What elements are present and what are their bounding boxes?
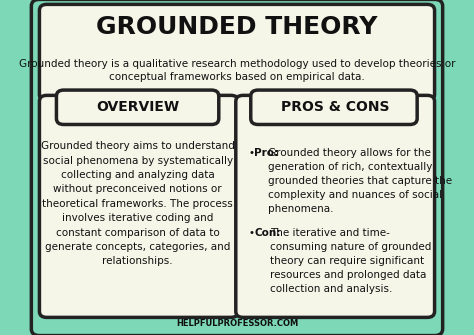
FancyBboxPatch shape bbox=[39, 4, 435, 100]
FancyBboxPatch shape bbox=[31, 0, 443, 335]
Text: The iterative and time-
consuming nature of grounded
theory can require signific: The iterative and time- consuming nature… bbox=[270, 228, 431, 294]
Text: PROS & CONS: PROS & CONS bbox=[281, 100, 389, 114]
FancyBboxPatch shape bbox=[56, 90, 219, 125]
Text: OVERVIEW: OVERVIEW bbox=[96, 100, 179, 114]
Text: •: • bbox=[248, 148, 255, 158]
Text: HELPFULPROFESSOR.COM: HELPFULPROFESSOR.COM bbox=[176, 319, 298, 328]
Text: Con:: Con: bbox=[255, 228, 281, 238]
Text: •: • bbox=[248, 228, 255, 238]
Text: Grounded theory is a qualitative research methodology used to develop theories o: Grounded theory is a qualitative researc… bbox=[19, 59, 455, 82]
FancyBboxPatch shape bbox=[236, 95, 435, 317]
FancyBboxPatch shape bbox=[39, 95, 238, 317]
Text: Grounded theory aims to understand
social phenomena by systematically
collecting: Grounded theory aims to understand socia… bbox=[41, 141, 235, 267]
Text: GROUNDED THEORY: GROUNDED THEORY bbox=[96, 15, 378, 39]
Text: Grounded theory allows for the
generation of rich, contextually
grounded theorie: Grounded theory allows for the generatio… bbox=[268, 148, 452, 214]
Text: Pro:: Pro: bbox=[255, 148, 279, 158]
FancyBboxPatch shape bbox=[251, 90, 417, 125]
